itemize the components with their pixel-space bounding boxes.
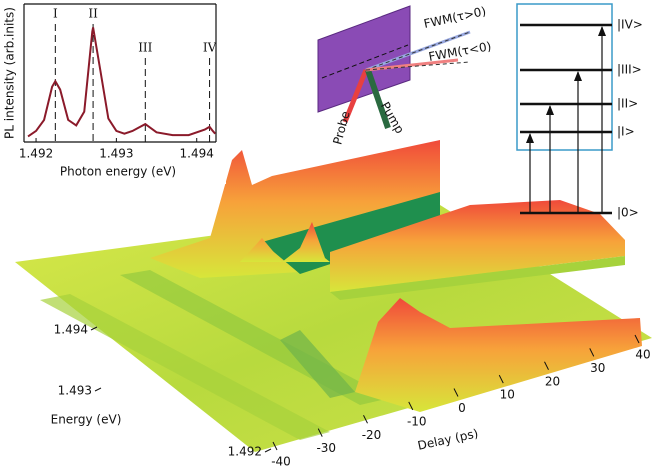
x-tick bbox=[634, 334, 640, 344]
schematic: FWM(τ>0) FWM(τ<0) Probe Pump bbox=[317, 4, 492, 147]
x-tick-label: 0 bbox=[458, 401, 466, 415]
level-label: |III> bbox=[617, 63, 642, 77]
x-tick-label: 40 bbox=[635, 348, 650, 362]
x-tick-label: 1.492 bbox=[19, 147, 53, 161]
inset-chart: PL intensity (arb.inits) Photon energy (… bbox=[0, 0, 226, 184]
y-axis-label: PL intensity (arb.inits) bbox=[3, 7, 17, 139]
x-tick bbox=[544, 361, 549, 370]
x-tick-label: 1.494 bbox=[180, 147, 214, 161]
x-tick-label: -20 bbox=[362, 428, 382, 442]
x-tick bbox=[317, 428, 323, 437]
y-tick-label: 1.493 bbox=[58, 384, 92, 398]
probe-label: Probe bbox=[330, 110, 352, 147]
x-axis-label: Delay (ps) bbox=[416, 426, 479, 452]
peak-label: I bbox=[53, 7, 58, 21]
surface bbox=[15, 140, 652, 452]
x-tick-label: 20 bbox=[545, 374, 560, 388]
x-axis-label: Photon energy (eV) bbox=[60, 165, 176, 179]
fwm-positive-label: FWM(τ>0) bbox=[422, 4, 487, 31]
x-tick-label: 30 bbox=[590, 361, 605, 375]
x-tick bbox=[408, 401, 414, 411]
level-box bbox=[516, 3, 613, 151]
x-tick bbox=[453, 388, 459, 397]
peak-label: III bbox=[138, 41, 152, 55]
level-diagram: |IV> |III> |II> |I> |0> bbox=[516, 3, 643, 220]
x-tick-label: -10 bbox=[407, 414, 427, 428]
arrow-head bbox=[526, 133, 534, 143]
peak-label: II bbox=[88, 7, 98, 21]
x-tick-label: 10 bbox=[500, 388, 515, 402]
x-tick bbox=[272, 441, 278, 451]
x-tick bbox=[589, 348, 595, 357]
level-label: |IV> bbox=[617, 18, 643, 32]
arrow-head bbox=[574, 71, 582, 81]
peak-label: IV bbox=[203, 41, 217, 55]
arrow-head bbox=[546, 105, 554, 115]
x-tick-label: -30 bbox=[316, 441, 336, 455]
x-tick-label: -40 bbox=[271, 455, 291, 469]
x-tick bbox=[498, 374, 504, 384]
level-label: |II> bbox=[617, 97, 638, 111]
inset-background bbox=[0, 0, 226, 184]
x-tick-label: 1.493 bbox=[99, 147, 133, 161]
y-tick-label: 1.494 bbox=[54, 323, 88, 337]
x-tick bbox=[363, 415, 368, 424]
y-tick bbox=[94, 387, 102, 392]
y-tick-label: 1.492 bbox=[228, 445, 262, 459]
level-label: |0> bbox=[617, 206, 639, 220]
arrow-head bbox=[598, 26, 606, 36]
line-series bbox=[27, 27, 216, 138]
y-axis-label: Energy (eV) bbox=[51, 413, 122, 427]
y-tick bbox=[264, 448, 272, 453]
y-tick bbox=[90, 326, 98, 331]
level-label: |I> bbox=[617, 125, 635, 139]
